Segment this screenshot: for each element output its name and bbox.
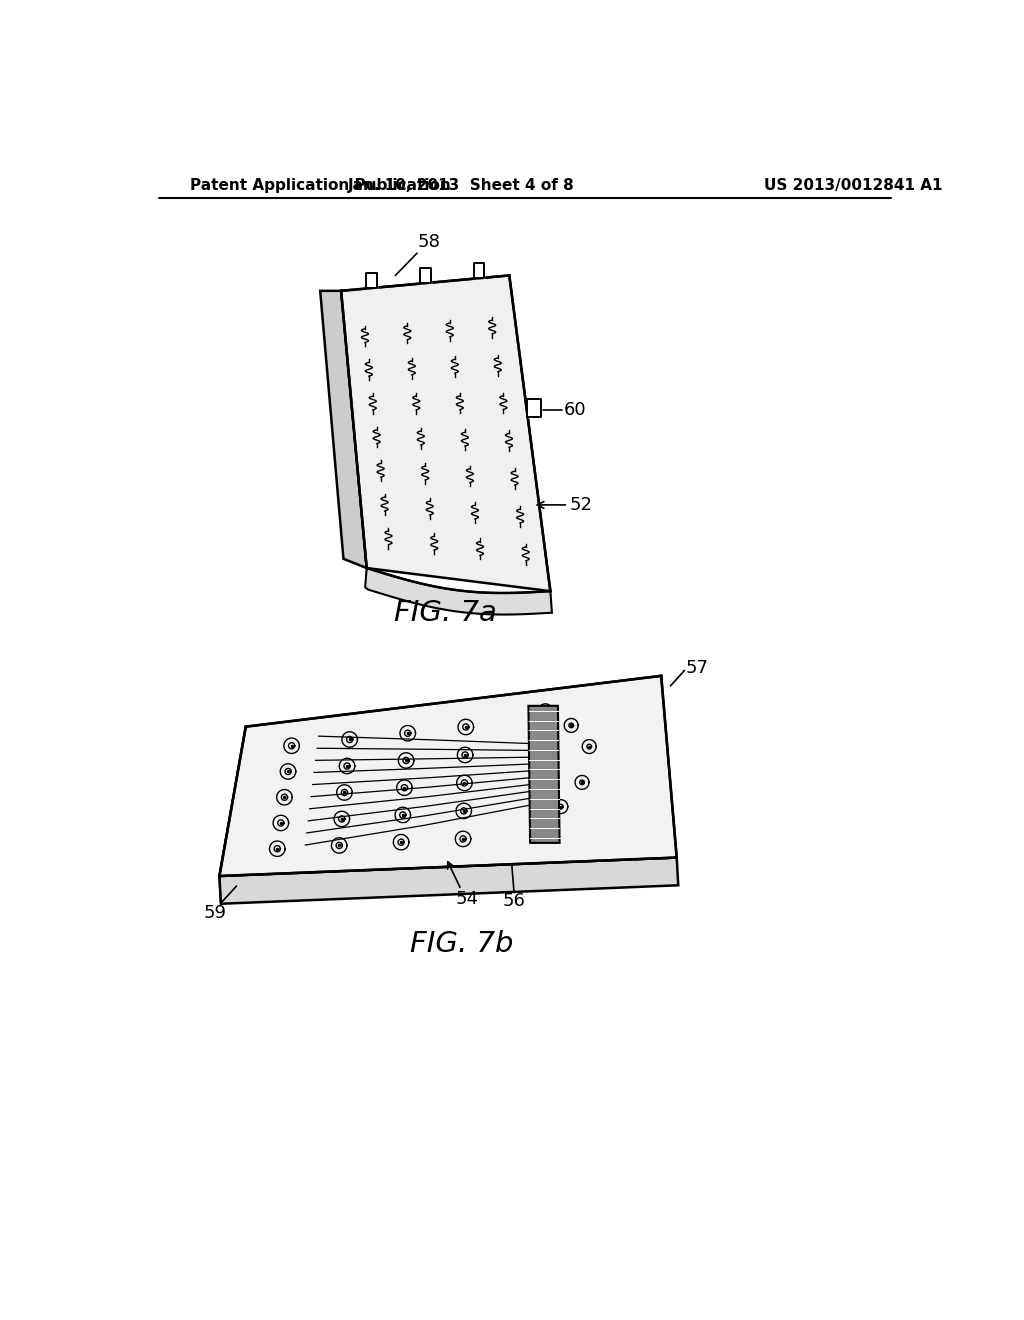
Text: 52: 52 [569,496,593,513]
Polygon shape [219,676,677,876]
Polygon shape [321,290,367,568]
Text: 58: 58 [417,232,440,251]
Polygon shape [341,276,550,591]
Text: 60: 60 [563,401,586,420]
Text: 57: 57 [686,659,709,677]
Polygon shape [526,399,541,417]
Text: 54: 54 [456,890,478,908]
Polygon shape [474,263,484,279]
Text: FIG. 7a: FIG. 7a [394,599,498,627]
Text: 56: 56 [503,892,525,911]
Polygon shape [420,268,431,284]
Polygon shape [366,568,552,615]
Text: FIG. 7b: FIG. 7b [410,929,513,958]
Text: US 2013/0012841 A1: US 2013/0012841 A1 [764,178,942,193]
Polygon shape [219,858,678,904]
Polygon shape [219,726,248,904]
Polygon shape [528,706,559,843]
Text: Patent Application Publication: Patent Application Publication [190,178,451,193]
Text: 59: 59 [204,904,226,921]
Polygon shape [366,273,377,288]
Text: Jan. 10, 2013  Sheet 4 of 8: Jan. 10, 2013 Sheet 4 of 8 [348,178,574,193]
